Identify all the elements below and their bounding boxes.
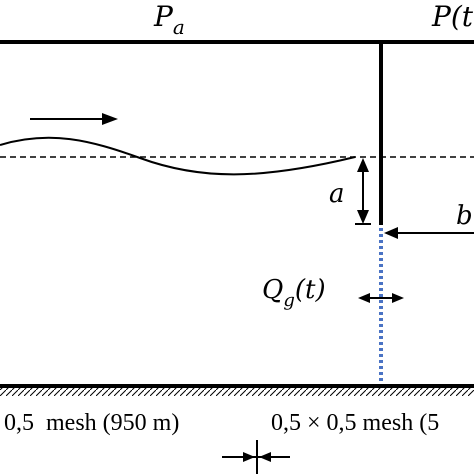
chamber-pressure-label: P(t [431, 0, 474, 33]
width-label: b [456, 201, 473, 231]
mesh-arrowhead-left [259, 452, 271, 462]
mesh-right-label: 0,5 × 0,5 mesh (5 [271, 410, 439, 436]
amplitude-arrowhead-top [357, 158, 369, 172]
gap-flow-label: Qg(t) [262, 275, 326, 311]
gap-flow-arrowhead-right [392, 293, 404, 303]
mesh-left-label: 0,5 mesh (950 m) [4, 410, 179, 436]
wave-profile [0, 136, 356, 176]
amplitude-label: a [329, 179, 345, 209]
wave-direction-arrowhead [102, 113, 118, 125]
mesh-arrowhead-right [243, 452, 255, 462]
amplitude-arrowhead-bottom [357, 210, 369, 224]
width-arrowhead [384, 227, 398, 239]
gap-flow-arrowhead-left [358, 293, 370, 303]
ambient-pressure-label: Pa [153, 0, 185, 39]
seabed-hatching [0, 388, 474, 396]
